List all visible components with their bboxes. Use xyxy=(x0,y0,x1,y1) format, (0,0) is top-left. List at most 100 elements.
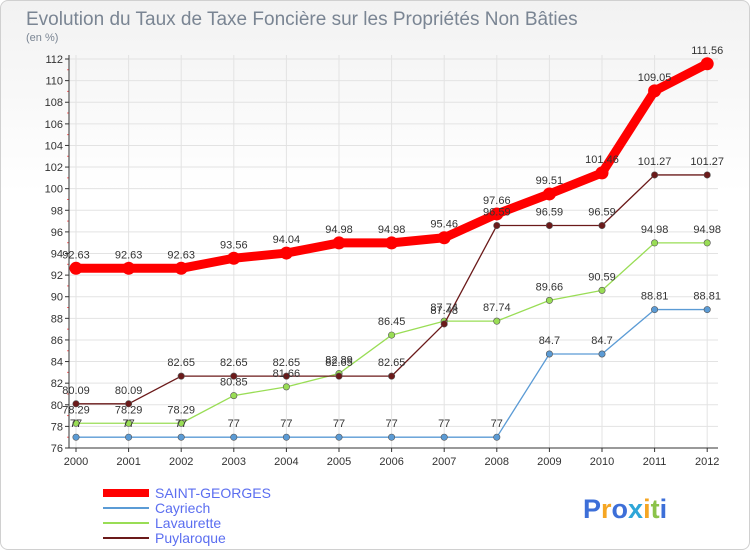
data-point xyxy=(335,433,343,441)
data-point xyxy=(125,400,133,408)
data-label: 99.51 xyxy=(536,175,564,187)
data-point xyxy=(332,236,346,250)
data-point xyxy=(177,372,185,380)
x-tick-label: 2001 xyxy=(116,456,140,468)
data-point xyxy=(545,350,553,358)
series-saint-georges xyxy=(69,57,714,275)
x-tick-label: 2005 xyxy=(327,456,351,468)
data-point xyxy=(651,239,659,247)
data-label: 82.65 xyxy=(273,357,301,369)
x-tick-label: 2002 xyxy=(169,456,193,468)
data-label: 78.29 xyxy=(62,404,90,416)
data-label: 78.29 xyxy=(167,404,195,416)
x-tick-label: 2012 xyxy=(695,456,719,468)
data-label: 88.81 xyxy=(693,291,721,303)
y-tick-label: 86 xyxy=(51,335,63,347)
series-puylaroque xyxy=(72,171,711,408)
data-label: 81.66 xyxy=(273,368,301,380)
y-tick-label: 102 xyxy=(45,162,63,174)
series-lavaurette xyxy=(72,239,711,427)
data-label: 101.27 xyxy=(638,156,672,168)
data-point xyxy=(651,306,659,314)
chart-title: Evolution du Taux de Taxe Foncière sur l… xyxy=(26,9,578,30)
data-label: 82.65 xyxy=(220,357,248,369)
chart-subtitle: (en %) xyxy=(26,32,58,44)
data-label: 77 xyxy=(70,418,82,430)
data-labels: 92.63 92.63 92.63 93.56 94.04 94.98 94.98 95.46… xyxy=(62,45,724,430)
y-tick-label: 98 xyxy=(51,205,63,217)
data-point xyxy=(703,171,711,179)
data-point xyxy=(227,251,241,265)
logo-letter: i xyxy=(643,494,651,524)
data-point xyxy=(700,57,714,71)
grid xyxy=(69,55,718,449)
x-tick-label: 2010 xyxy=(590,456,614,468)
data-point xyxy=(230,392,238,400)
data-label: 111.56 xyxy=(691,45,723,57)
data-label: 77 xyxy=(333,418,345,430)
y-tick-label: 84 xyxy=(51,357,63,369)
data-label: 96.59 xyxy=(483,207,511,219)
data-label: 84.7 xyxy=(591,335,612,347)
data-label: 101.27 xyxy=(690,156,724,168)
axes: 76 78 80 82 84 86 88 90 92 94 96 98 100 102 104 106 108 1… xyxy=(45,54,720,468)
data-point xyxy=(282,372,290,380)
proxiti-logo: Proxiti xyxy=(583,494,667,524)
y-tick-label: 108 xyxy=(45,97,63,109)
data-label: 77 xyxy=(491,418,503,430)
data-point xyxy=(595,166,609,180)
data-point xyxy=(598,286,606,294)
data-label: 94.04 xyxy=(273,234,301,246)
data-label: 78.29 xyxy=(115,404,143,416)
data-label: 77 xyxy=(175,418,187,430)
legend-label: SAINT-GEORGES xyxy=(155,485,271,501)
data-point xyxy=(125,433,133,441)
data-label: 94.98 xyxy=(325,224,353,236)
y-tick-label: 76 xyxy=(51,443,63,455)
data-label: 82.89 xyxy=(325,355,353,367)
data-label: 94.98 xyxy=(693,224,721,236)
data-point xyxy=(545,222,553,230)
data-label: 80.09 xyxy=(115,385,143,397)
legend-label: Cayriech xyxy=(155,500,210,516)
data-label: 94.98 xyxy=(378,224,406,236)
data-point xyxy=(177,419,185,427)
y-tick-label: 82 xyxy=(51,378,63,390)
y-tick-label: 92 xyxy=(51,270,63,282)
data-point xyxy=(282,383,290,391)
data-point xyxy=(490,207,504,221)
data-point xyxy=(388,331,396,339)
data-point xyxy=(493,433,501,441)
x-tick-label: 2003 xyxy=(222,456,246,468)
x-tick-label: 2008 xyxy=(485,456,509,468)
data-point xyxy=(385,236,399,250)
data-point xyxy=(230,372,238,380)
data-label: 89.66 xyxy=(536,281,564,293)
logo-letter: o xyxy=(612,494,629,524)
x-tick-label: 2011 xyxy=(643,456,667,468)
data-label: 101.46 xyxy=(585,154,619,166)
y-tick-label: 110 xyxy=(45,76,63,88)
x-tick-label: 2009 xyxy=(537,456,561,468)
legend: SAINT-GEORGESCayriechLavaurettePuylaroqu… xyxy=(103,485,271,546)
y-tick-label: 100 xyxy=(45,184,63,196)
data-label: 87.74 xyxy=(483,302,511,314)
data-label: 92.63 xyxy=(62,249,90,261)
data-point xyxy=(545,296,553,304)
data-point xyxy=(651,171,659,179)
data-point xyxy=(598,222,606,230)
data-label: 92.63 xyxy=(115,249,143,261)
data-point xyxy=(174,261,188,275)
data-label: 80.85 xyxy=(220,377,248,389)
series-cayriech xyxy=(72,306,711,441)
data-point xyxy=(279,246,293,260)
x-tick-label: 2006 xyxy=(379,456,403,468)
y-tick-label: 104 xyxy=(45,140,63,152)
data-label: 88.81 xyxy=(641,291,669,303)
data-point xyxy=(122,261,136,275)
data-point xyxy=(72,419,80,427)
y-tick-label: 94 xyxy=(51,249,63,261)
data-point xyxy=(703,306,711,314)
